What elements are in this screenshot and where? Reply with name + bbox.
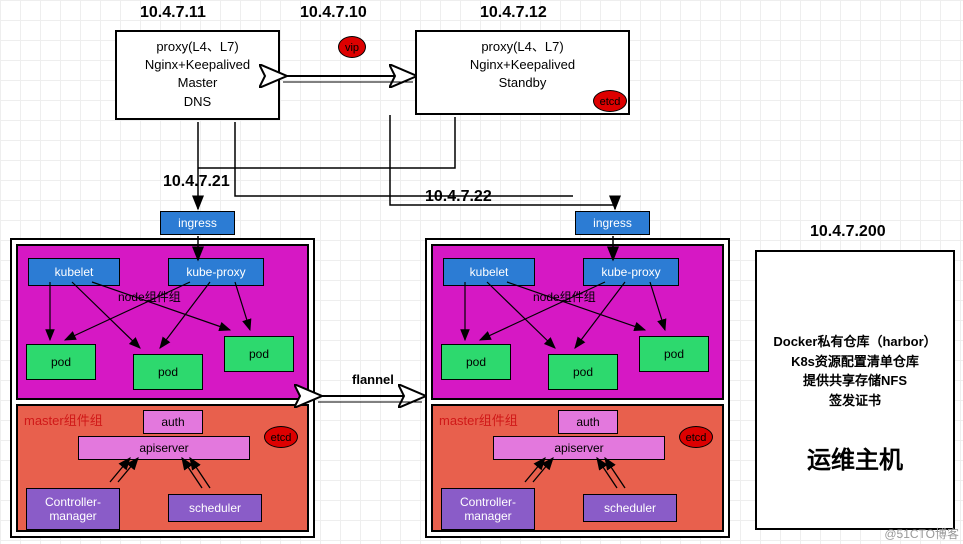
etcd-a: etcd	[264, 426, 298, 448]
auth-a: auth	[143, 410, 203, 434]
proxy-standby-l1: proxy(L4、L7)	[423, 38, 622, 56]
ip-ops: 10.4.7.200	[810, 223, 886, 241]
ip-proxy-standby: 10.4.7.12	[480, 4, 547, 22]
ip-proxy-master: 10.4.7.11	[140, 4, 206, 22]
ingress-a: ingress	[160, 211, 235, 235]
ops-l4: 签发证书	[757, 391, 953, 411]
ops-l1: Docker私有仓库（harbor）	[757, 332, 953, 352]
kubeproxy-a: kube-proxy	[168, 258, 264, 286]
proxy-master-l2: Nginx+Keepalived	[123, 56, 272, 74]
controller-b: Controller- manager	[441, 488, 535, 530]
pod-b3: pod	[639, 336, 709, 372]
kubelet-a: kubelet	[28, 258, 120, 286]
pod-b2: pod	[548, 354, 618, 390]
flannel-label: flannel	[352, 372, 394, 387]
controller-a: Controller- manager	[26, 488, 120, 530]
vip-badge: vip	[338, 36, 366, 58]
etcd-b: etcd	[679, 426, 713, 448]
master-panel-a: master组件组 auth apiserver etcd Controller…	[16, 404, 309, 532]
scheduler-a: scheduler	[168, 494, 262, 522]
pod-a3: pod	[224, 336, 294, 372]
watermark: @51CTO博客	[884, 525, 959, 542]
kubeproxy-b: kube-proxy	[583, 258, 679, 286]
ip-node22: 10.4.7.22	[425, 188, 492, 206]
proxy-master-l4: DNS	[123, 93, 272, 111]
proxy-master-l1: proxy(L4、L7)	[123, 38, 272, 56]
node-group-label-b: node组件组	[533, 288, 596, 305]
ip-node21: 10.4.7.21	[163, 173, 230, 191]
pod-a2: pod	[133, 354, 203, 390]
ops-host-box: Docker私有仓库（harbor） K8s资源配置清单仓库 提供共享存储NFS…	[755, 250, 955, 530]
etcd-standby-badge: etcd	[593, 90, 627, 112]
ops-l3: 提供共享存储NFS	[757, 371, 953, 391]
master-panel-b: master组件组 auth apiserver etcd Controller…	[431, 404, 724, 532]
ops-title: 运维主机	[757, 440, 953, 475]
ops-l2: K8s资源配置清单仓库	[757, 352, 953, 372]
pod-a1: pod	[26, 344, 96, 380]
proxy-master-l3: Master	[123, 74, 272, 92]
node-panel-b: kubelet kube-proxy node组件组 pod pod pod	[431, 244, 724, 400]
proxy-master-box: proxy(L4、L7) Nginx+Keepalived Master DNS	[115, 30, 280, 120]
node-group-label-a: node组件组	[118, 288, 181, 305]
kubelet-b: kubelet	[443, 258, 535, 286]
pod-b1: pod	[441, 344, 511, 380]
apiserver-b: apiserver	[493, 436, 665, 460]
proxy-standby-box: proxy(L4、L7) Nginx+Keepalived Standby et…	[415, 30, 630, 115]
proxy-standby-l3: Standby	[423, 74, 622, 92]
ingress-b: ingress	[575, 211, 650, 235]
master-group-label-b: master组件组	[439, 410, 518, 429]
auth-b: auth	[558, 410, 618, 434]
cluster-b: kubelet kube-proxy node组件组 pod pod pod m…	[425, 238, 730, 538]
ip-vip: 10.4.7.10	[300, 4, 367, 22]
cluster-a: kubelet kube-proxy node组件组 pod pod pod m…	[10, 238, 315, 538]
apiserver-a: apiserver	[78, 436, 250, 460]
proxy-standby-l2: Nginx+Keepalived	[423, 56, 622, 74]
node-panel-a: kubelet kube-proxy node组件组 pod pod pod	[16, 244, 309, 400]
scheduler-b: scheduler	[583, 494, 677, 522]
master-group-label-a: master组件组	[24, 410, 103, 429]
